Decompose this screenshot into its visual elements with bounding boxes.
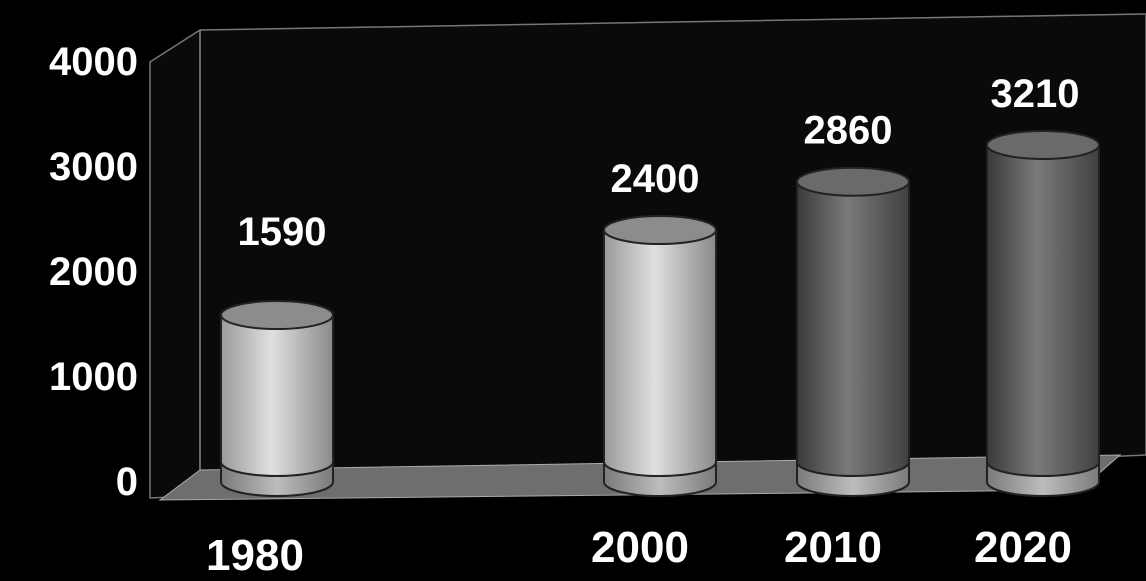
data-labels: 1590 2400 2860 3210 bbox=[238, 72, 1080, 254]
bar-body bbox=[796, 180, 910, 477]
data-label: 3210 bbox=[991, 72, 1080, 116]
data-label: 2860 bbox=[804, 109, 893, 153]
y-tick-label: 2000 bbox=[49, 250, 138, 294]
y-tick-label: 3000 bbox=[49, 145, 138, 189]
bar-series bbox=[220, 129, 1100, 497]
bar-top bbox=[220, 300, 334, 331]
bar-2000 bbox=[603, 215, 717, 497]
x-axis: 1980 2000 2010 2020 bbox=[206, 523, 1072, 580]
bar-1980 bbox=[220, 300, 334, 497]
bar-body bbox=[220, 314, 334, 477]
data-label: 2400 bbox=[611, 157, 700, 201]
x-tick-label: 2000 bbox=[591, 523, 689, 572]
y-tick-label: 4000 bbox=[49, 40, 138, 84]
x-tick-label: 1980 bbox=[206, 531, 304, 576]
bar-top bbox=[986, 129, 1100, 160]
bar-body bbox=[603, 229, 717, 477]
y-axis: 0 1000 2000 3000 4000 bbox=[49, 40, 138, 504]
x-tick-label: 2020 bbox=[974, 523, 1072, 572]
bar-top bbox=[603, 215, 717, 245]
y-tick-label: 1000 bbox=[49, 355, 138, 399]
x-tick-label: 2010 bbox=[784, 523, 882, 572]
y-tick-label: 0 bbox=[116, 460, 138, 504]
bar-body bbox=[986, 143, 1100, 477]
bar-top bbox=[796, 166, 910, 197]
bar-2020 bbox=[986, 129, 1100, 497]
data-label: 1590 bbox=[238, 210, 327, 254]
bar-2010 bbox=[796, 166, 910, 497]
